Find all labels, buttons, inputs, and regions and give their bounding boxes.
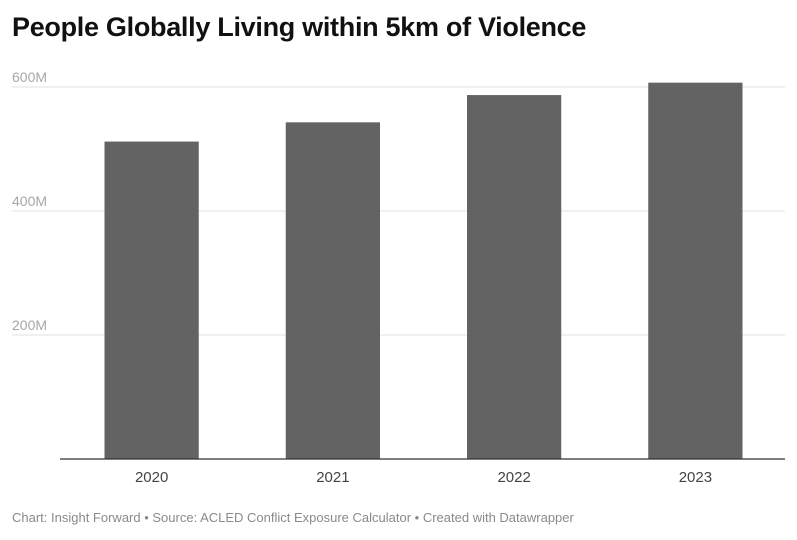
x-axis: 2020 2021 2022 2023 <box>60 458 785 486</box>
chart-footer: Chart: Insight Forward • Source: ACLED C… <box>12 510 574 525</box>
bar-2021 <box>285 122 380 459</box>
x-tick-label: 2022 <box>497 469 530 486</box>
bars <box>104 82 743 459</box>
x-tick-label: 2023 <box>679 469 712 486</box>
bar-2022 <box>467 95 562 459</box>
bar-chart: 200M 400M 600M 2020 2021 2022 2023 <box>12 69 785 486</box>
chart-title: People Globally Living within 5km of Vio… <box>12 12 587 42</box>
y-tick-label: 400M <box>12 193 47 209</box>
bar-2020 <box>104 141 199 459</box>
y-tick-label: 600M <box>12 69 47 85</box>
x-tick-label: 2020 <box>135 469 168 486</box>
x-tick-label: 2021 <box>316 469 349 486</box>
y-tick-label: 200M <box>12 317 47 333</box>
bar-2023 <box>648 82 743 459</box>
